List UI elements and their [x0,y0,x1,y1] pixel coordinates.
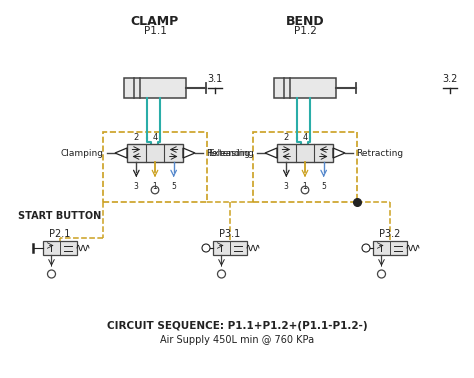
Text: P3.2: P3.2 [379,229,401,239]
Text: 5: 5 [171,182,176,191]
Bar [124,78,186,98]
Text: 3: 3 [284,182,289,191]
Text: P1.2: P1.2 [293,26,317,36]
Text: Releasing: Releasing [206,149,250,158]
Text: 2: 2 [284,133,289,143]
Text: 4: 4 [152,133,158,143]
Bar [213,241,247,255]
Text: P3.1: P3.1 [219,229,241,239]
Bar [43,241,77,255]
Text: 1: 1 [153,182,157,191]
Text: START BUTTON: START BUTTON [18,211,101,221]
Text: 2: 2 [134,133,139,143]
Bar [277,144,333,162]
Bar [253,132,357,202]
Bar [274,78,336,98]
Text: Extending: Extending [208,149,254,158]
Text: 1: 1 [302,182,307,191]
Text: Retracting: Retracting [356,149,403,158]
Bar [127,144,183,162]
Text: Air Supply 450L min @ 760 KPa: Air Supply 450L min @ 760 KPa [160,335,314,345]
Text: BEND: BEND [286,15,324,28]
Text: 3: 3 [134,182,139,191]
Text: 4: 4 [302,133,308,143]
Text: 3.1: 3.1 [207,74,223,84]
Bar [103,132,207,202]
Bar [373,241,407,255]
Text: P2.1: P2.1 [49,229,71,239]
Text: P1.1: P1.1 [144,26,166,36]
Text: Clamping: Clamping [61,149,104,158]
Text: CLAMP: CLAMP [131,15,179,28]
Text: 5: 5 [321,182,326,191]
Text: 3.2: 3.2 [442,74,458,84]
Text: CIRCUIT SEQUENCE: P1.1+P1.2+(P1.1-P1.2-): CIRCUIT SEQUENCE: P1.1+P1.2+(P1.1-P1.2-) [107,321,367,331]
